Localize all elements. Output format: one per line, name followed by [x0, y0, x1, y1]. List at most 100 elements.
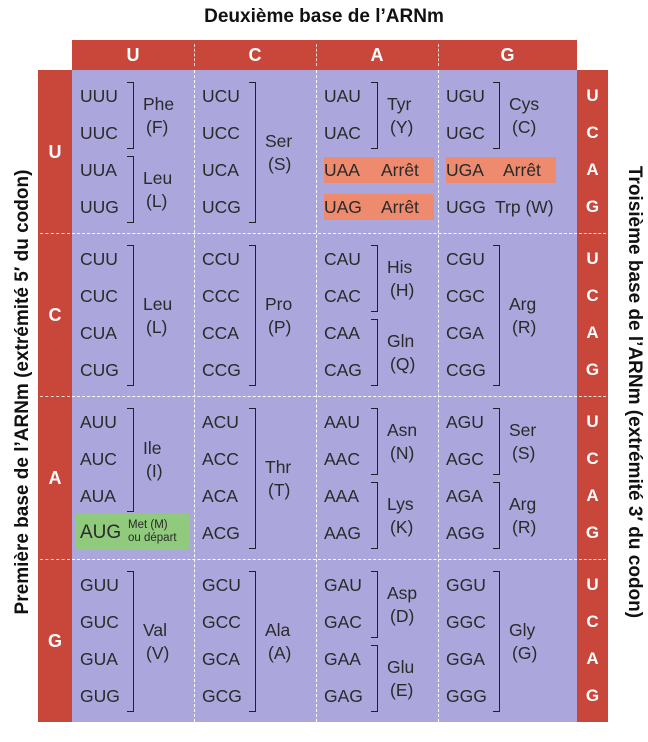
codon-cca: CCA — [202, 323, 239, 343]
codon-group-bracket — [249, 571, 256, 712]
grid-column-divider — [438, 70, 439, 722]
codon-group-bracket — [371, 319, 378, 386]
amino-acid-abbr: (S) — [268, 153, 292, 174]
amino-acid-abbr: (V) — [146, 642, 170, 663]
codon-cau: CAU — [324, 249, 361, 269]
third-base-c: C — [586, 286, 599, 305]
amino-acid-name: Ser — [509, 419, 537, 440]
third-base-c: C — [586, 123, 599, 142]
third-base-u: U — [586, 249, 599, 268]
codon-gcg: GCG — [202, 686, 242, 706]
codon-aga: AGA — [446, 486, 483, 506]
amino-acid-name: Asp — [387, 582, 418, 603]
codon-cgu: CGU — [446, 249, 485, 269]
codon-aca: ACA — [202, 486, 238, 506]
codon-group-bracket — [371, 82, 378, 149]
codon-ggg: GGG — [446, 686, 487, 706]
stop-codon-highlight — [446, 157, 556, 183]
codon-group-bracket — [493, 245, 500, 386]
grid-row-divider — [72, 396, 577, 397]
codon-group-bracket — [371, 408, 378, 475]
amino-acid-abbr: (A) — [268, 642, 292, 663]
codon-ccg: CCG — [202, 360, 241, 380]
amino-acid-name: Ala — [265, 619, 291, 640]
codon-uga: UGA — [446, 160, 484, 180]
codon-ccc: CCC — [202, 286, 240, 306]
codon-cgc: CGC — [446, 286, 485, 306]
codon-uuu: UUU — [80, 86, 118, 106]
first-base-title: Première base de l’ARNm (extrémité 5′ du… — [12, 169, 33, 615]
amino-acid-abbr: (T) — [268, 479, 291, 500]
third-base-g: G — [585, 686, 600, 705]
amino-acid-name: Phe — [143, 93, 175, 114]
codon-ugg: UGG — [446, 197, 486, 217]
amino-acid-name: Gly — [509, 619, 536, 640]
codon-uac: UAC — [324, 123, 361, 143]
codon-group-bracket — [127, 571, 134, 712]
codon-group-bracket — [249, 82, 256, 223]
start-label-line2: ou départ — [128, 532, 177, 544]
amino-acid-abbr: (S) — [512, 442, 536, 463]
amino-acid-abbr: (P) — [268, 316, 292, 337]
codon-ucu: UCU — [202, 86, 240, 106]
first-base-g: G — [47, 631, 62, 651]
codon-ggc: GGC — [446, 612, 486, 632]
third-base-u: U — [586, 86, 599, 105]
amino-acid-abbr: (E) — [390, 679, 414, 700]
amino-acid-name: Arg — [509, 293, 537, 314]
codon-uag: UAG — [324, 197, 362, 217]
header-divider — [316, 44, 317, 66]
codon-gcc: GCC — [202, 612, 241, 632]
amino-acid-abbr: (K) — [390, 516, 414, 537]
codon-ugu: UGU — [446, 86, 485, 106]
amino-acid-abbr: (G) — [512, 642, 538, 663]
amino-acid-abbr: (N) — [390, 442, 415, 463]
codon-uua: UUA — [80, 160, 117, 180]
codon-acg: ACG — [202, 523, 240, 543]
codon-uca: UCA — [202, 160, 239, 180]
codon-gac: GAC — [324, 612, 362, 632]
amino-acid-label: Trp (W) — [495, 197, 554, 217]
codon-acu: ACU — [202, 412, 239, 432]
amino-acid-name: Ile — [143, 438, 162, 458]
second-base-g: G — [500, 45, 515, 65]
grid-column-divider — [194, 70, 195, 722]
side-divider — [579, 559, 606, 560]
header-divider — [194, 44, 195, 66]
grid-column-divider — [316, 70, 317, 722]
amino-acid-name: Val — [143, 619, 167, 640]
codon-gca: GCA — [202, 649, 240, 669]
amino-acid-name: Leu — [143, 167, 173, 188]
amino-acid-name: Tyr — [387, 93, 412, 114]
codon-cua: CUA — [80, 323, 117, 343]
codon-group-bracket — [127, 245, 134, 386]
codon-auu: AUU — [80, 412, 117, 432]
amino-acid-name: Pro — [265, 293, 293, 314]
codon-uuc: UUC — [80, 123, 118, 143]
third-base-g: G — [585, 360, 600, 379]
codon-uug: UUG — [80, 197, 119, 217]
amino-acid-name: Arg — [509, 493, 537, 514]
amino-acid-abbr: (R) — [512, 516, 537, 537]
codon-gcu: GCU — [202, 575, 241, 595]
codon-guc: GUC — [80, 612, 119, 632]
side-divider — [579, 396, 606, 397]
codon-group-bracket — [249, 245, 256, 386]
side-divider — [40, 396, 70, 397]
stop-label: Arrêt — [503, 160, 541, 180]
side-divider — [40, 559, 70, 560]
amino-acid-name: Lys — [387, 493, 414, 514]
codon-group-bracket — [493, 408, 500, 475]
amino-acid-name: Thr — [265, 456, 292, 477]
amino-acid-abbr: (D) — [390, 605, 415, 626]
codon-uau: UAU — [324, 86, 361, 106]
grid-row-divider — [72, 233, 577, 234]
codon-cga: CGA — [446, 323, 484, 343]
codon-group-bracket — [493, 482, 500, 549]
third-base-a: A — [586, 323, 599, 342]
amino-acid-abbr: (L) — [146, 190, 168, 211]
codon-group-bracket — [493, 82, 500, 149]
third-base-u: U — [586, 412, 599, 431]
codon-aug: AUG — [80, 522, 122, 543]
codon-ucg: UCG — [202, 197, 241, 217]
